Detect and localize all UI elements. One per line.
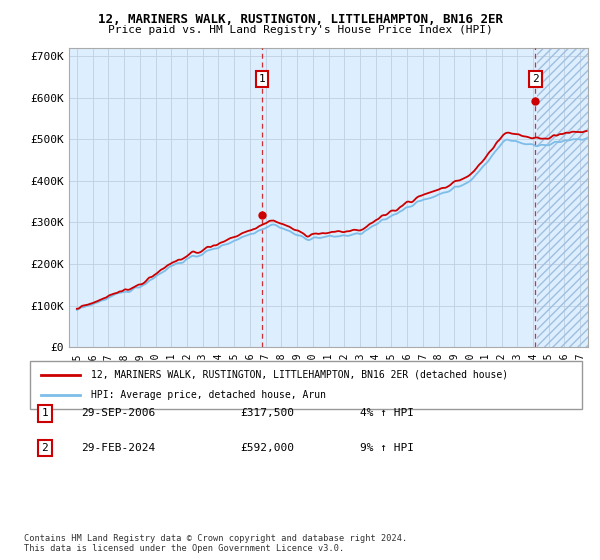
Text: 1: 1 [41,408,49,418]
Text: 1: 1 [258,74,265,84]
FancyBboxPatch shape [30,361,582,409]
Text: HPI: Average price, detached house, Arun: HPI: Average price, detached house, Arun [91,390,326,400]
Text: 9% ↑ HPI: 9% ↑ HPI [360,443,414,453]
Text: £317,500: £317,500 [240,408,294,418]
Text: 2: 2 [41,443,49,453]
Text: 29-FEB-2024: 29-FEB-2024 [81,443,155,453]
Text: 29-SEP-2006: 29-SEP-2006 [81,408,155,418]
Text: 12, MARINERS WALK, RUSTINGTON, LITTLEHAMPTON, BN16 2ER: 12, MARINERS WALK, RUSTINGTON, LITTLEHAM… [97,13,503,26]
Text: 4% ↑ HPI: 4% ↑ HPI [360,408,414,418]
Text: 12, MARINERS WALK, RUSTINGTON, LITTLEHAMPTON, BN16 2ER (detached house): 12, MARINERS WALK, RUSTINGTON, LITTLEHAM… [91,370,508,380]
Text: £592,000: £592,000 [240,443,294,453]
Text: 2: 2 [532,74,539,84]
Text: Contains HM Land Registry data © Crown copyright and database right 2024.
This d: Contains HM Land Registry data © Crown c… [24,534,407,553]
Text: Price paid vs. HM Land Registry's House Price Index (HPI): Price paid vs. HM Land Registry's House … [107,25,493,35]
